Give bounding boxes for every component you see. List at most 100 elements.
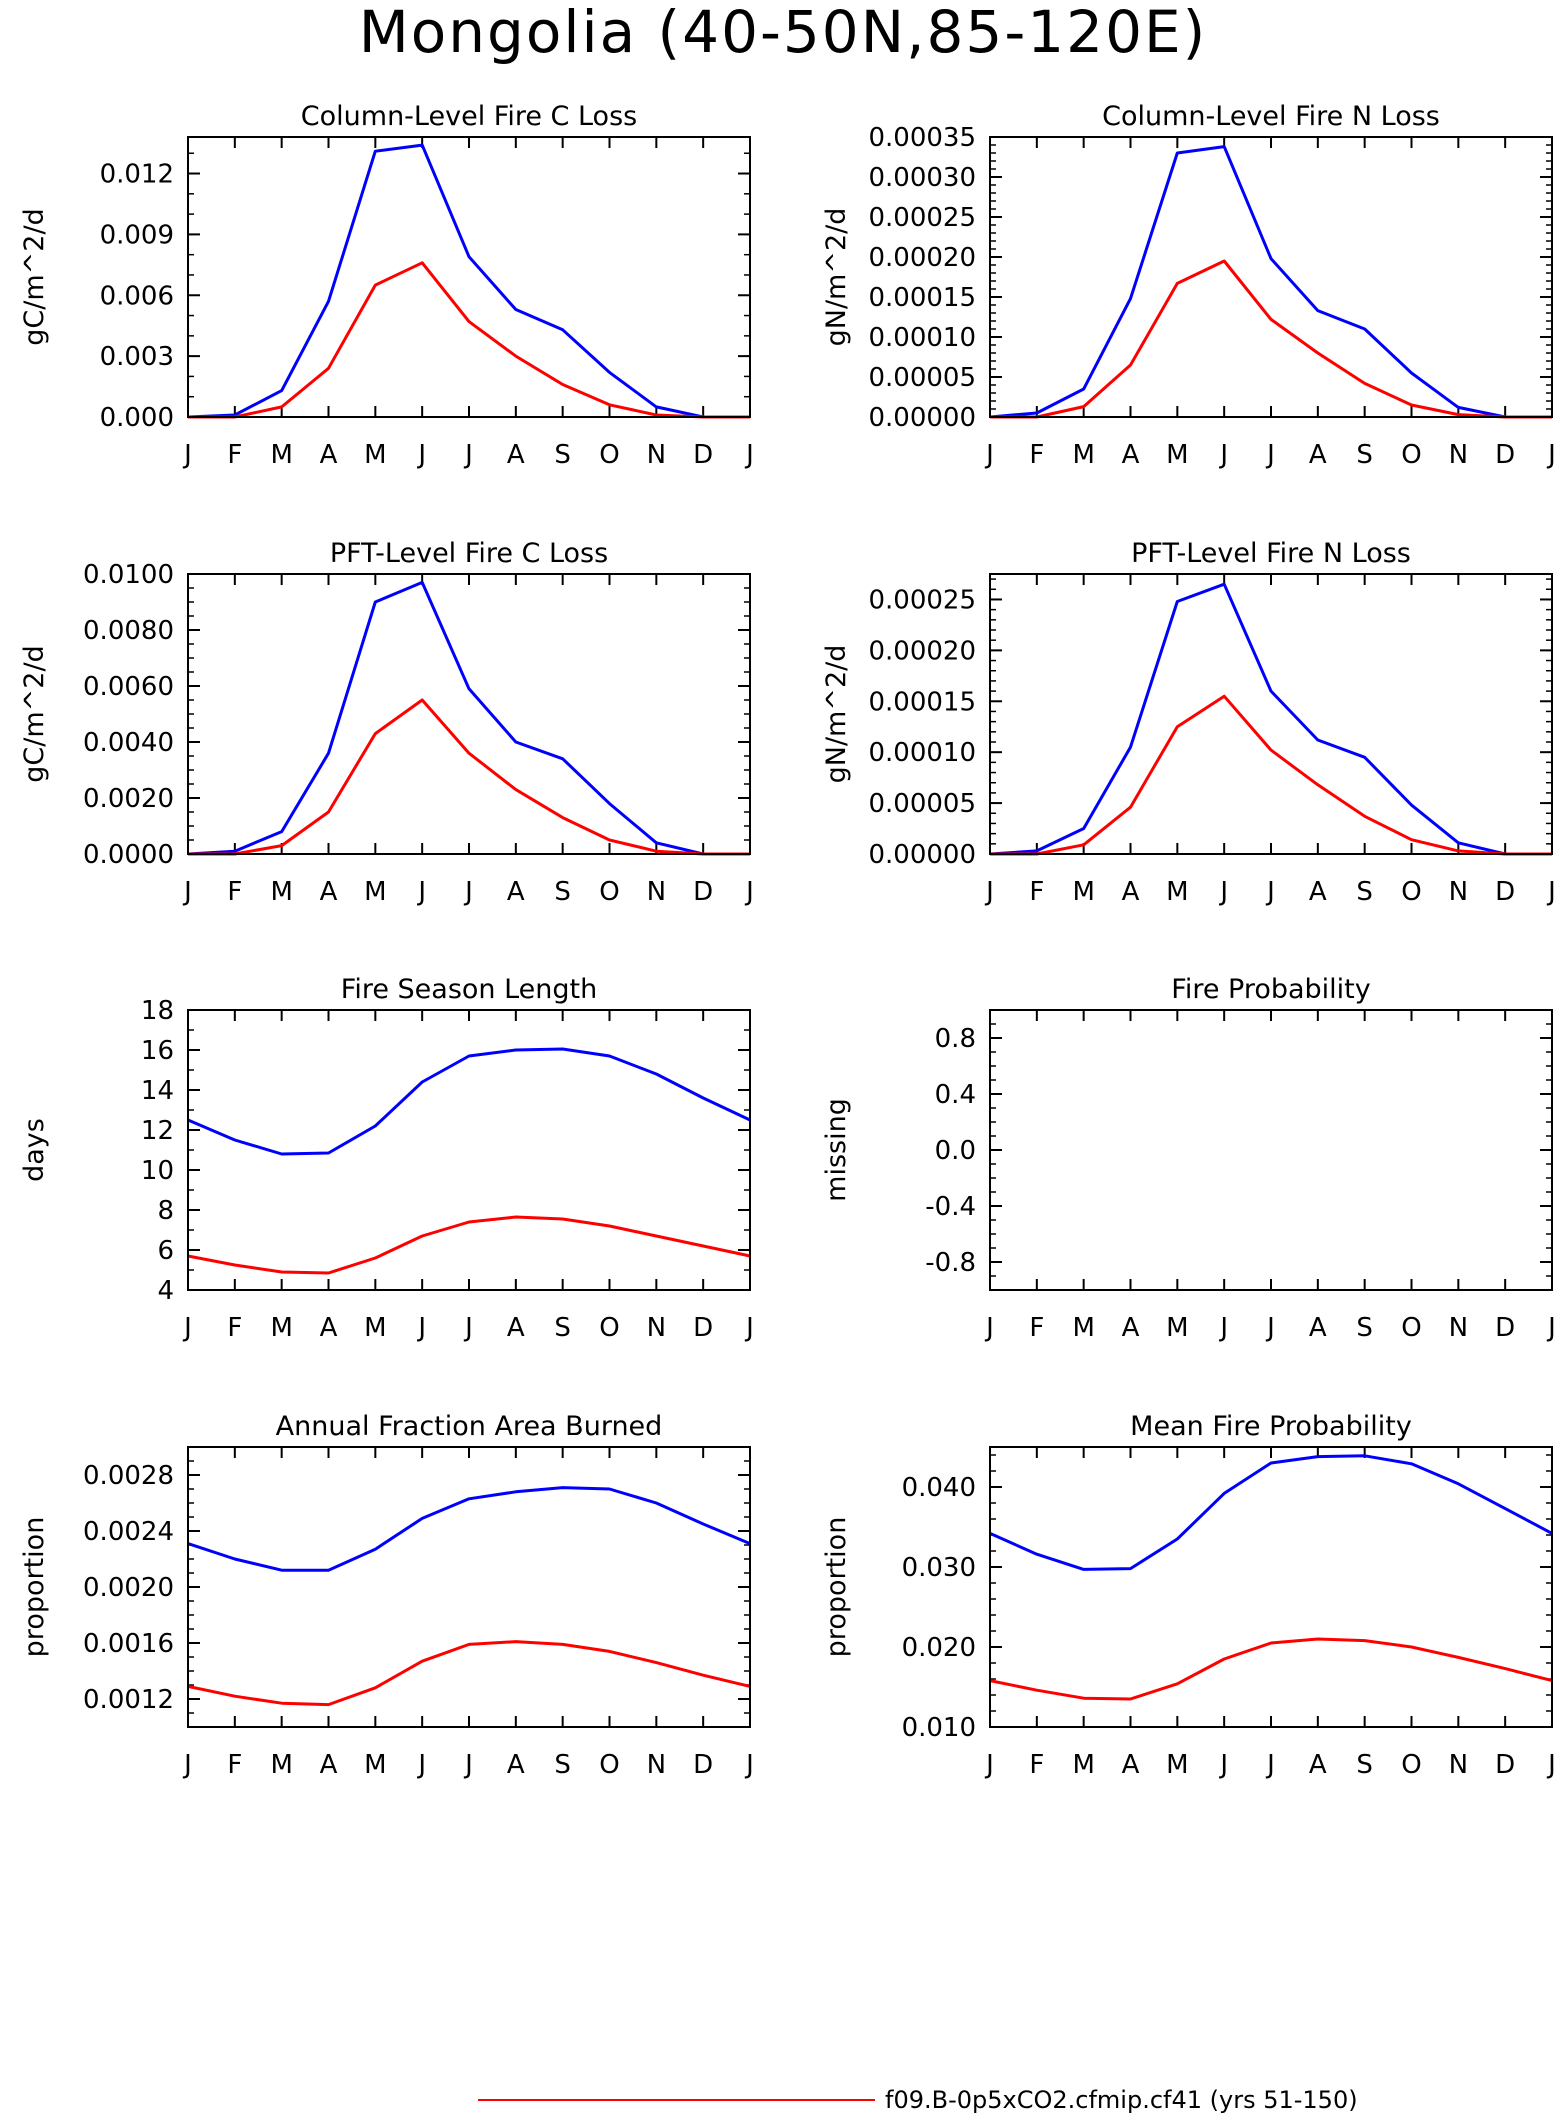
y-axis-label: gN/m^2/d: [821, 208, 852, 347]
y-tick-label: 0.0060: [83, 672, 174, 702]
x-tick-label: S: [1356, 877, 1373, 907]
x-tick-label: M: [1072, 1750, 1094, 1780]
x-tick-label: D: [1495, 1313, 1515, 1343]
y-tick-label: 0.00000: [868, 840, 976, 870]
y-tick-label: 0.0016: [83, 1629, 174, 1659]
x-tick-label: M: [1072, 440, 1094, 470]
chart-title: Annual Fraction Area Burned: [276, 1411, 663, 1442]
x-tick-label: J: [1265, 1750, 1275, 1780]
x-tick-label: J: [1265, 877, 1275, 907]
x-tick-label: M: [1072, 877, 1094, 907]
x-tick-label: J: [744, 877, 754, 907]
y-tick-label: -0.8: [925, 1248, 976, 1278]
chart-title: PFT-Level Fire C Loss: [330, 538, 608, 569]
x-tick-label: A: [1122, 440, 1140, 470]
y-tick-label: -0.4: [925, 1192, 976, 1222]
y-tick-label: 0.00020: [868, 636, 976, 666]
y-tick-label: 0.00025: [868, 585, 976, 615]
x-tick-label: D: [1495, 1750, 1515, 1780]
x-tick-label: N: [1449, 1313, 1468, 1343]
plot-frame: [187, 1009, 751, 1291]
y-tick-label: 14: [141, 1076, 174, 1106]
chart-title: Fire Season Length: [341, 974, 597, 1005]
y-axis-label: gN/m^2/d: [821, 645, 852, 784]
legend-label: f09.B-0p5xCO2.cfmip.cf41 (yrs 51-150): [885, 2086, 1358, 2114]
x-tick-label: F: [1029, 440, 1044, 470]
x-tick-label: J: [1218, 1750, 1228, 1780]
x-tick-label: S: [1356, 1313, 1373, 1343]
series-line-1: [989, 1454, 1553, 1571]
x-tick-label: J: [984, 1313, 994, 1343]
y-tick-label: 0.00030: [868, 163, 976, 193]
x-tick-label: J: [182, 1313, 192, 1343]
plot-frame: [989, 573, 1553, 855]
series-line-2: [989, 1637, 1553, 1701]
x-tick-label: O: [1401, 877, 1421, 907]
x-tick-label: J: [744, 1750, 754, 1780]
y-tick-label: 16: [141, 1036, 174, 1066]
x-tick-label: J: [463, 877, 473, 907]
y-tick-label: 0.012: [100, 160, 174, 190]
figure-title: Mongolia (40-50N,85-120E): [359, 0, 1208, 66]
x-tick-label: O: [1401, 1750, 1421, 1780]
x-tick-label: D: [1495, 440, 1515, 470]
x-tick-label: M: [1166, 1750, 1188, 1780]
x-tick-label: F: [227, 877, 242, 907]
y-tick-label: 0.00035: [868, 123, 976, 153]
plot-frame: [187, 1446, 751, 1728]
y-axis-label: proportion: [821, 1517, 852, 1658]
x-tick-label: O: [599, 1313, 619, 1343]
x-tick-label: J: [1546, 1750, 1556, 1780]
x-tick-label: S: [554, 1313, 571, 1343]
x-tick-label: M: [364, 440, 386, 470]
x-tick-label: M: [364, 1313, 386, 1343]
y-tick-label: 0.0020: [83, 784, 174, 814]
x-tick-label: A: [1122, 877, 1140, 907]
x-tick-label: J: [1546, 440, 1556, 470]
x-tick-label: J: [984, 440, 994, 470]
x-tick-label: M: [270, 440, 292, 470]
y-tick-label: 0.0024: [83, 1517, 174, 1547]
x-tick-label: A: [507, 877, 525, 907]
x-tick-label: D: [1495, 877, 1515, 907]
x-tick-label: J: [1546, 1313, 1556, 1343]
y-axis-label: days: [19, 1118, 50, 1182]
y-tick-label: 0.00005: [868, 363, 976, 393]
x-tick-label: J: [463, 440, 473, 470]
x-tick-label: S: [554, 1750, 571, 1780]
y-tick-label: 6: [157, 1236, 174, 1266]
x-tick-label: M: [1166, 877, 1188, 907]
y-tick-label: 18: [141, 996, 174, 1026]
x-tick-label: D: [693, 1313, 713, 1343]
x-tick-label: J: [463, 1313, 473, 1343]
x-tick-label: D: [693, 1750, 713, 1780]
y-axis-label: proportion: [19, 1517, 50, 1658]
y-tick-label: 0.00015: [868, 687, 976, 717]
x-tick-label: J: [182, 877, 192, 907]
x-tick-label: J: [182, 440, 192, 470]
series-line-2: [187, 1640, 751, 1707]
y-tick-label: 0.00005: [868, 789, 976, 819]
series-line-2: [990, 694, 1552, 856]
x-tick-label: J: [1218, 877, 1228, 907]
x-tick-label: A: [507, 1750, 525, 1780]
chart-title: Fire Probability: [1171, 974, 1371, 1005]
series-line-2: [990, 259, 1552, 419]
x-tick-label: A: [1309, 440, 1327, 470]
x-tick-label: S: [1356, 1750, 1373, 1780]
series-line-1: [187, 143, 750, 419]
y-axis-label: gC/m^2/d: [19, 208, 50, 345]
x-tick-label: J: [744, 440, 754, 470]
x-tick-label: A: [1122, 1313, 1140, 1343]
x-tick-label: S: [554, 440, 571, 470]
x-tick-label: J: [744, 1313, 754, 1343]
y-tick-label: 0.00020: [868, 243, 976, 273]
chart-title: PFT-Level Fire N Loss: [1131, 538, 1411, 569]
x-tick-label: N: [647, 1750, 666, 1780]
x-tick-label: J: [984, 877, 994, 907]
x-tick-label: A: [320, 877, 338, 907]
